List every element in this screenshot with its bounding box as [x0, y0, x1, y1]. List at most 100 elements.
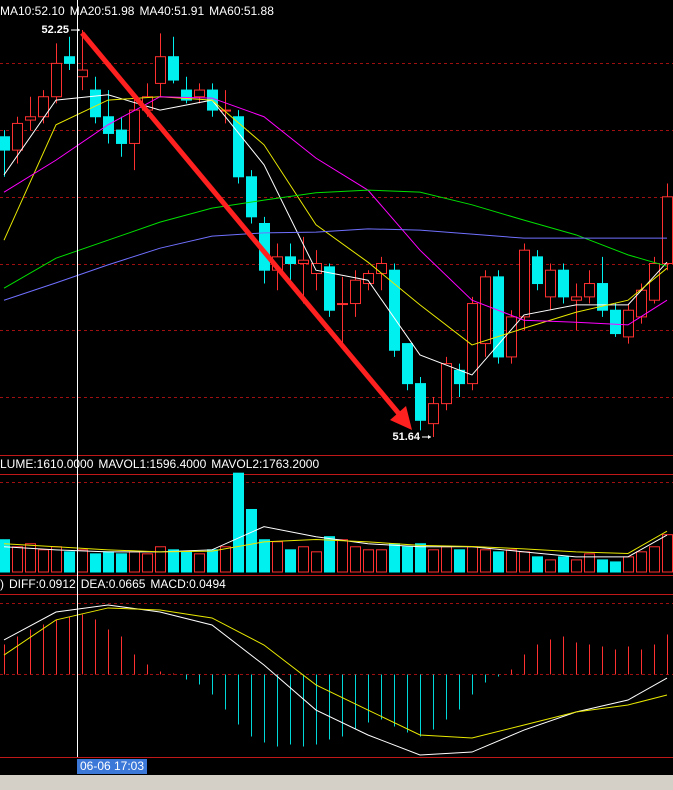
candle-body — [155, 56, 166, 84]
candle-body — [584, 283, 595, 298]
volume-bar — [636, 551, 647, 573]
volume-bar — [610, 561, 621, 573]
volume-bar — [532, 556, 543, 573]
volume-bar — [571, 559, 582, 573]
indicator-line — [3, 607, 668, 739]
candle-body — [623, 309, 634, 338]
candle-body — [376, 263, 387, 275]
volume-bar — [142, 553, 153, 573]
candle-body — [402, 343, 413, 385]
candle-body — [298, 259, 309, 265]
volume-bar — [584, 553, 595, 573]
indicator-line — [3, 228, 667, 301]
volume-bar — [662, 534, 673, 573]
legend-entry: ) — [0, 577, 4, 591]
volume-bar — [311, 551, 322, 573]
volume-bar — [480, 549, 491, 573]
volume-bar — [194, 553, 205, 573]
indicator-line — [3, 96, 668, 346]
indicator-line — [3, 94, 668, 376]
candle-body — [545, 269, 556, 298]
volume-bar — [324, 536, 335, 573]
legend-entry: DIFF:0.0912 — [9, 577, 76, 591]
volume-bar — [90, 553, 101, 573]
candle-body — [558, 269, 569, 298]
volume-bar — [129, 551, 140, 573]
volume-bar — [337, 539, 348, 573]
legend-entry: MA60:51.88 — [209, 4, 274, 18]
candle-body — [480, 276, 491, 345]
price-annotation: 51.64 — [392, 431, 420, 443]
status-strip — [0, 775, 673, 790]
legend-entry: DEA:0.0665 — [81, 577, 146, 591]
volume-bar — [467, 546, 478, 573]
candle-body — [363, 273, 374, 285]
legend-entry: MA10:52.10 — [0, 4, 65, 18]
candle-body — [493, 276, 504, 358]
volume-bar — [298, 546, 309, 573]
candle-body — [337, 303, 348, 306]
volume-bar — [51, 546, 62, 573]
volume-bar — [64, 551, 75, 573]
candle-body — [311, 263, 322, 275]
volume-bar — [493, 551, 504, 573]
candle-body — [610, 309, 621, 335]
candle-body — [77, 69, 88, 78]
volume-bar — [207, 549, 218, 573]
price-annotation: 52.25 — [41, 24, 69, 36]
candle-body — [51, 62, 62, 98]
indicator-line — [3, 530, 668, 554]
candle-body — [441, 363, 452, 405]
candle-body — [662, 196, 673, 265]
volume-bar — [233, 472, 244, 573]
candle-body — [454, 369, 465, 385]
candle-body — [532, 256, 543, 285]
indicator-line — [3, 96, 668, 326]
candle-body — [181, 89, 192, 101]
candle-body — [506, 316, 517, 358]
volume-bar — [0, 539, 10, 573]
volume-bar — [649, 546, 660, 573]
legend-entry: LUME:1610.0000 — [0, 457, 94, 471]
legend-entry: MACD:0.0494 — [150, 577, 226, 591]
candle-body — [220, 109, 231, 112]
volume-bar — [246, 508, 257, 573]
trend-arrow — [80, 31, 402, 417]
candle-body — [116, 129, 127, 144]
volume-bar — [155, 546, 166, 573]
volume-bar — [12, 546, 23, 573]
candle-body — [233, 116, 244, 178]
volume-bar — [350, 546, 361, 573]
cursor-box — [77, 759, 147, 774]
candle-body — [38, 96, 49, 118]
volume-bar — [116, 553, 127, 573]
candle-body — [64, 56, 75, 64]
candle-body — [519, 249, 530, 318]
annotation-arrow-head — [428, 434, 431, 439]
candle-body — [350, 279, 361, 305]
candle-body — [12, 122, 23, 151]
volume-bar — [285, 549, 296, 573]
volume-bar — [25, 543, 36, 573]
volume-bar — [415, 543, 426, 573]
candle-body — [103, 116, 114, 134]
legend-entry: MA20:51.98 — [70, 4, 135, 18]
volume-bar — [181, 551, 192, 573]
candle-body — [415, 383, 426, 421]
candle-body — [428, 403, 439, 425]
volume-bar — [597, 559, 608, 573]
volume-bar — [103, 551, 114, 573]
volume-bar — [454, 549, 465, 573]
candle-body — [571, 296, 582, 301]
candle-body — [194, 89, 205, 98]
candle-body — [246, 176, 257, 218]
plot-area: 52.25 51.64 MA10:52.10 MA20:51.98 MA40:51.91… — [0, 4, 673, 756]
indicator-line — [3, 189, 668, 289]
volume-bar — [77, 549, 88, 573]
candle-body — [285, 256, 296, 265]
cursor-label: 06-06 17:03 — [80, 759, 144, 773]
candle-body — [0, 136, 10, 151]
volume-bar — [402, 546, 413, 573]
